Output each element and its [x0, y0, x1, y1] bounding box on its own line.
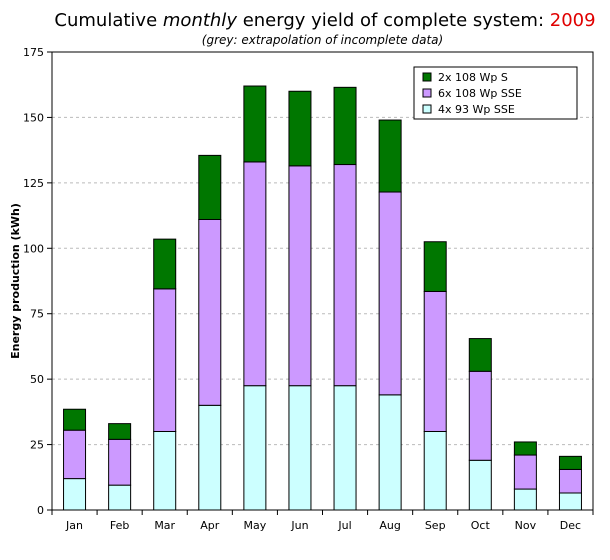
bar-jun-series-1 — [288, 165, 312, 387]
bar-oct-series-1 — [468, 370, 492, 461]
bar-sep-series-2 — [423, 241, 447, 292]
legend-label: 2x 108 Wp S — [438, 71, 508, 84]
bar-jun-series-2 — [288, 90, 312, 167]
x-tick-label: Apr — [200, 519, 220, 532]
bar-mar-series-1 — [153, 288, 177, 432]
x-tick-label: Mar — [154, 519, 175, 532]
bar-jan-series-0 — [63, 478, 87, 511]
y-tick-label: 175 — [23, 46, 44, 59]
bar-dec-series-0 — [558, 492, 582, 511]
plot-frame — [51, 51, 594, 511]
bar-jan-series-1 — [63, 429, 87, 480]
bar-jun-series-0 — [288, 385, 312, 511]
x-tick-label: Feb — [110, 519, 129, 532]
bar-aug-series-1 — [378, 191, 402, 396]
bar-jan-series-2 — [63, 408, 87, 431]
title-year: 2009 — [549, 10, 596, 31]
chart-title: Cumulative monthly energy yield of compl… — [54, 10, 596, 31]
bar-apr-series-2 — [198, 154, 222, 220]
legend-label: 4x 93 Wp SSE — [438, 103, 515, 116]
bar-nov-series-1 — [513, 454, 537, 490]
bar-sep-series-1 — [423, 290, 447, 432]
bar-feb-series-2 — [108, 423, 132, 440]
bar-jul-series-0 — [333, 385, 357, 511]
bar-may-series-2 — [243, 85, 267, 163]
x-tick-label: Jul — [337, 519, 351, 532]
bar-mar-series-0 — [153, 430, 177, 511]
legend-swatch — [422, 88, 432, 98]
bar-aug-series-0 — [378, 394, 402, 511]
chart-subtitle: (grey: extrapolation of incomplete data) — [201, 33, 444, 47]
legend-label: 6x 108 Wp SSE — [438, 87, 522, 100]
y-axis-label: Energy production (kWh) — [9, 203, 22, 359]
x-tick-label: May — [244, 519, 267, 532]
bar-apr-series-1 — [198, 218, 222, 406]
bar-oct-series-2 — [468, 338, 492, 372]
bar-dec-series-2 — [558, 455, 582, 470]
bar-nov-series-2 — [513, 441, 537, 456]
bar-dec-series-1 — [558, 468, 582, 494]
y-tick-label: 125 — [23, 177, 44, 190]
y-tick-label: 75 — [30, 308, 44, 321]
y-tick-label: 50 — [30, 373, 44, 386]
bar-apr-series-0 — [198, 404, 222, 511]
legend-swatch — [422, 72, 432, 82]
x-tick-label: Jan — [65, 519, 83, 532]
legend-box — [413, 66, 578, 120]
x-tick-label: Nov — [515, 519, 537, 532]
plot-area — [52, 52, 593, 510]
bar-oct-series-0 — [468, 459, 492, 511]
bar-nov-series-0 — [513, 488, 537, 511]
y-tick-label: 150 — [23, 111, 44, 124]
bar-sep-series-0 — [423, 430, 447, 511]
y-tick-label: 25 — [30, 439, 44, 452]
bar-jul-series-2 — [333, 86, 357, 166]
legend-swatch — [422, 104, 432, 114]
x-tick-label: Aug — [379, 519, 400, 532]
bar-feb-series-0 — [108, 484, 132, 511]
bar-may-series-1 — [243, 161, 267, 387]
y-tick-label: 100 — [23, 242, 44, 255]
bar-may-series-0 — [243, 385, 267, 511]
x-tick-label: Dec — [560, 519, 581, 532]
bar-feb-series-1 — [108, 438, 132, 486]
bar-mar-series-2 — [153, 238, 177, 290]
bar-aug-series-2 — [378, 119, 402, 193]
x-tick-label: Sep — [425, 519, 446, 532]
x-tick-label: Jun — [290, 519, 308, 532]
y-tick-label: 0 — [37, 504, 44, 517]
bar-jul-series-1 — [333, 164, 357, 387]
x-tick-label: Oct — [471, 519, 491, 532]
